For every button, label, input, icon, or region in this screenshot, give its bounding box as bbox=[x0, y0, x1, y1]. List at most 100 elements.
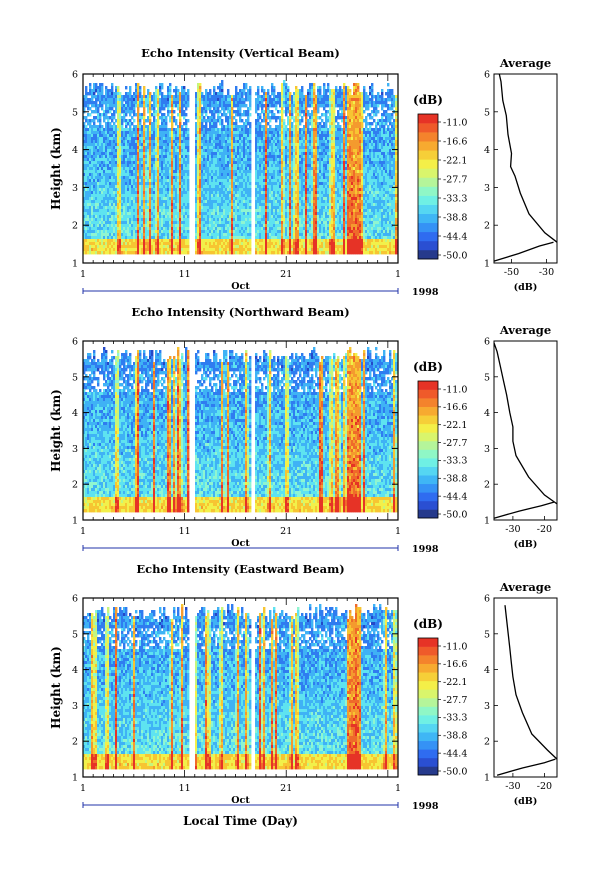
heatmap-cell bbox=[121, 251, 124, 255]
heatmap-cell bbox=[155, 221, 158, 225]
heatmap-cell bbox=[243, 152, 246, 156]
heatmap-cell bbox=[149, 203, 152, 207]
heatmap-cell bbox=[255, 173, 258, 177]
heatmap-cell bbox=[159, 218, 162, 222]
heatmap-cell bbox=[179, 233, 182, 237]
heatmap-cell bbox=[243, 167, 246, 171]
heatmap-cell bbox=[129, 110, 132, 114]
heatmap-cell bbox=[83, 251, 86, 255]
heatmap-cell bbox=[201, 110, 204, 114]
heatmap-cell bbox=[137, 128, 140, 132]
heatmap-cell bbox=[169, 209, 172, 213]
heatmap-cell bbox=[139, 116, 142, 120]
heatmap-cell bbox=[161, 173, 164, 177]
heatmap-cell bbox=[117, 200, 120, 204]
heatmap-cell bbox=[111, 149, 114, 153]
heatmap-cell bbox=[245, 170, 248, 174]
heatmap-cell bbox=[107, 221, 110, 225]
heatmap-cell bbox=[241, 161, 244, 165]
heatmap-cell bbox=[249, 191, 252, 195]
heatmap-cell bbox=[123, 164, 126, 168]
heatmap-cell bbox=[233, 185, 236, 189]
heatmap-cell bbox=[209, 203, 212, 207]
heatmap-cell bbox=[93, 173, 96, 177]
heatmap-cell bbox=[261, 167, 264, 171]
heatmap-cell bbox=[203, 125, 206, 129]
heatmap-cell bbox=[217, 194, 220, 198]
heatmap-cell bbox=[195, 218, 198, 222]
heatmap-cell bbox=[163, 137, 166, 141]
heatmap-cell bbox=[147, 236, 150, 240]
heatmap-cell bbox=[117, 131, 120, 135]
heatmap-cell bbox=[139, 95, 142, 99]
heatmap-cell bbox=[145, 176, 148, 180]
heatmap-cell bbox=[159, 245, 162, 249]
heatmap-cell bbox=[127, 101, 130, 105]
heatmap-cell bbox=[261, 239, 264, 243]
heatmap-cell bbox=[117, 104, 120, 108]
heatmap-cell bbox=[95, 224, 98, 228]
heatmap-cell bbox=[133, 221, 136, 225]
heatmap-cell bbox=[167, 191, 170, 195]
heatmap-cell bbox=[99, 182, 102, 186]
heatmap-cell bbox=[93, 236, 96, 240]
heatmap-cell bbox=[165, 218, 168, 222]
heatmap-cell bbox=[183, 182, 186, 186]
heatmap-cell bbox=[103, 143, 106, 147]
heatmap-cell bbox=[137, 209, 140, 213]
heatmap-cell bbox=[173, 239, 176, 243]
heatmap-cell bbox=[123, 248, 126, 252]
heatmap-cell bbox=[201, 236, 204, 240]
heatmap-cell bbox=[119, 194, 122, 198]
heatmap-cell bbox=[227, 248, 230, 252]
heatmap-cell bbox=[117, 209, 120, 213]
heatmap-cell bbox=[185, 113, 188, 117]
heatmap-cell bbox=[273, 89, 276, 93]
heatmap-cell bbox=[117, 107, 120, 111]
heatmap-cell bbox=[213, 164, 216, 168]
heatmap-cell bbox=[97, 140, 100, 144]
heatmap-cell bbox=[91, 104, 94, 108]
heatmap-cell bbox=[101, 113, 104, 117]
heatmap-cell bbox=[187, 215, 190, 219]
heatmap-cell bbox=[221, 98, 224, 102]
heatmap-cell bbox=[153, 158, 156, 162]
heatmap-cell bbox=[89, 230, 92, 234]
heatmap-cell bbox=[163, 227, 166, 231]
heatmap-cell bbox=[83, 191, 86, 195]
heatmap-cell bbox=[207, 188, 210, 192]
heatmap-cell bbox=[217, 95, 220, 99]
heatmap-cell bbox=[247, 212, 250, 216]
heatmap-cell bbox=[131, 98, 134, 102]
heatmap-cell bbox=[113, 206, 116, 210]
heatmap-cell bbox=[243, 233, 246, 237]
heatmap-cell bbox=[133, 158, 136, 162]
heatmap-cell bbox=[151, 122, 154, 126]
heatmap-cell bbox=[205, 89, 208, 93]
heatmap-cell bbox=[213, 128, 216, 132]
heatmap-cell bbox=[257, 197, 260, 201]
heatmap-cell bbox=[109, 128, 112, 132]
heatmap-cell bbox=[99, 239, 102, 243]
heatmap-cell bbox=[157, 233, 160, 237]
heatmap-cell bbox=[159, 209, 162, 213]
heatmap-cell bbox=[127, 107, 130, 111]
heatmap-cell bbox=[101, 230, 104, 234]
heatmap-cell bbox=[243, 230, 246, 234]
heatmap-cell bbox=[177, 143, 180, 147]
heatmap-cell bbox=[117, 191, 120, 195]
heatmap-cell bbox=[101, 134, 104, 138]
heatmap-cell bbox=[183, 101, 186, 105]
heatmap-cell bbox=[201, 134, 204, 138]
heatmap-cell bbox=[147, 179, 150, 183]
heatmap-cell bbox=[219, 170, 222, 174]
heatmap-cell bbox=[247, 128, 250, 132]
heatmap-cell bbox=[87, 143, 90, 147]
heatmap-cell bbox=[227, 197, 230, 201]
heatmap-cell bbox=[125, 185, 128, 189]
heatmap-cell bbox=[267, 170, 270, 174]
heatmap-cell bbox=[169, 197, 172, 201]
heatmap-cell bbox=[137, 104, 140, 108]
heatmap-cell bbox=[209, 209, 212, 213]
heatmap-cell bbox=[233, 197, 236, 201]
